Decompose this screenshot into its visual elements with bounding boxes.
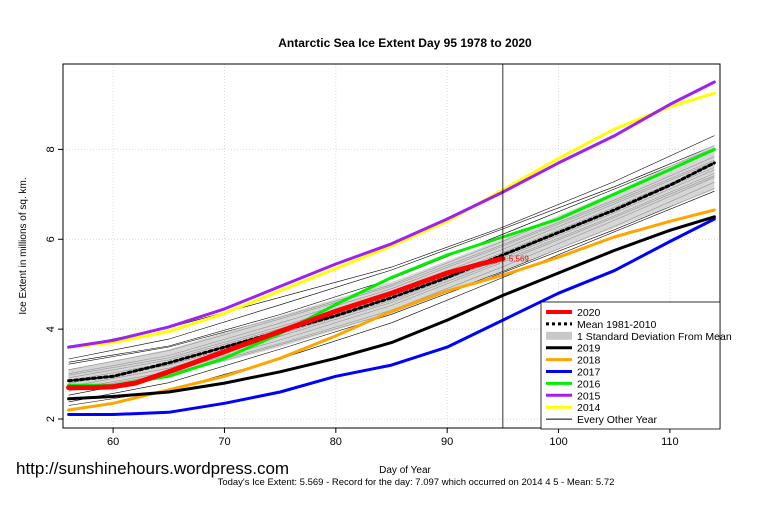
series-line-2016	[67, 147, 716, 387]
series-line-2019	[67, 215, 716, 401]
x-axis-label: Day of Year	[379, 465, 431, 476]
x-axis: 60 70 80 90 100 110	[107, 428, 679, 448]
legend-label: Mean 1981-2010	[577, 319, 657, 331]
footer-text: Today's Ice Extent: 5.569 - Record for t…	[218, 477, 615, 488]
series-line-2014	[67, 91, 716, 349]
legend-label: Every Other Year	[577, 414, 657, 426]
series-line-2020	[66, 256, 506, 391]
x-tick-label: 110	[661, 436, 679, 448]
y-axis: 2 4 6 8	[45, 146, 63, 422]
x-tick-label: 100	[549, 436, 567, 448]
x-tick-label: 80	[330, 436, 342, 448]
plot-frame	[62, 63, 721, 429]
y-tick-label: 8	[45, 146, 57, 152]
std-band-area	[68, 144, 715, 392]
series-line-2015	[67, 80, 716, 349]
legend-label: 1 Standard Deviation From Mean	[577, 331, 732, 343]
x-tick-label: 70	[218, 436, 230, 448]
legend-label: 2016	[577, 378, 601, 390]
series-line-2017	[67, 217, 716, 416]
background-year-line	[68, 188, 715, 403]
legend-label: 2020	[577, 307, 601, 319]
x-tick-label: 90	[441, 436, 453, 448]
x-tick-label: 60	[107, 436, 119, 448]
y-tick-label: 6	[45, 236, 57, 242]
series-line-2018	[67, 208, 716, 412]
legend-swatch	[546, 331, 572, 340]
chart-title: Antarctic Sea Ice Extent Day 95 1978 to …	[278, 36, 532, 50]
legend-label: 2014	[577, 402, 601, 414]
legend-label: 2019	[577, 343, 601, 355]
watermark-url: http://sunshinehours.wordpress.com	[16, 459, 289, 478]
series-line-mean-1981-2010	[67, 161, 716, 383]
background-year-line	[68, 145, 715, 360]
current-value-label: 5.569	[509, 255, 530, 264]
y-tick-label: 2	[45, 416, 57, 422]
legend-label: 2017	[577, 367, 601, 379]
y-axis-label: Ice Extent in millions of sq. km.	[18, 177, 29, 314]
std-band	[68, 144, 715, 392]
legend-label: 2018	[577, 355, 601, 367]
legend-label: 2015	[577, 390, 601, 402]
y-tick-label: 4	[45, 326, 57, 332]
series-lines	[66, 80, 716, 416]
